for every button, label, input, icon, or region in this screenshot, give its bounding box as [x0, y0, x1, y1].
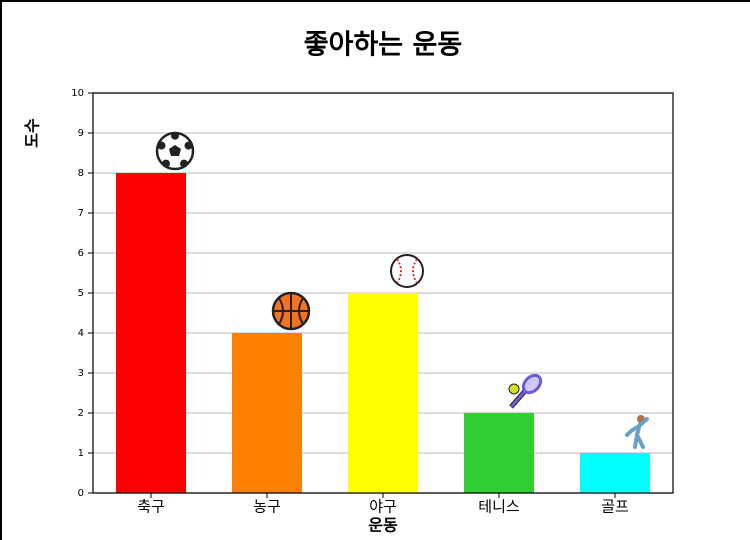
icon-part [180, 159, 188, 168]
y-tick-label: 9 [78, 128, 84, 139]
icon-part [171, 131, 179, 140]
bar [464, 413, 534, 493]
icon [390, 254, 424, 288]
x-tick-label: 골프 [601, 498, 629, 516]
icon-part [509, 390, 527, 408]
chart-title: 좋아하는 운동 [304, 30, 462, 61]
x-tick-label: 야구 [369, 498, 397, 516]
y-tick-label: 3 [78, 368, 84, 379]
icon [508, 373, 543, 409]
x-tick-label: 축구 [137, 498, 165, 516]
y-tick-label: 6 [78, 248, 84, 259]
plot-frame [92, 92, 674, 494]
bar [232, 333, 302, 493]
icon [155, 131, 195, 171]
bar [116, 173, 186, 493]
bar [348, 293, 418, 493]
icon-part [508, 383, 520, 395]
x-axis-label: 운동 [368, 516, 398, 535]
y-tick-label: 4 [78, 328, 84, 339]
bar [580, 453, 650, 493]
y-tick-label: 5 [78, 288, 84, 299]
y-tick-label: 8 [78, 168, 84, 179]
icon-part [396, 258, 418, 284]
y-tick-label: 7 [78, 208, 84, 219]
y-axis-label: 도수 [23, 118, 42, 148]
icon-part [390, 254, 424, 288]
y-tick-label: 1 [78, 448, 84, 459]
x-tick-label: 테니스 [478, 498, 520, 516]
y-tick-label: 2 [78, 408, 84, 419]
icon-part [625, 417, 649, 449]
icon-part [169, 145, 181, 156]
icon [625, 415, 649, 449]
icon-part [521, 373, 543, 395]
icon-part [157, 141, 166, 150]
icon-part [162, 159, 170, 168]
y-tick-label: 10 [71, 88, 84, 99]
x-tick-label: 농구 [253, 498, 281, 516]
icon-part [273, 293, 309, 329]
y-tick-label: 0 [78, 488, 84, 499]
icon-part [184, 141, 193, 150]
icon [271, 291, 311, 331]
